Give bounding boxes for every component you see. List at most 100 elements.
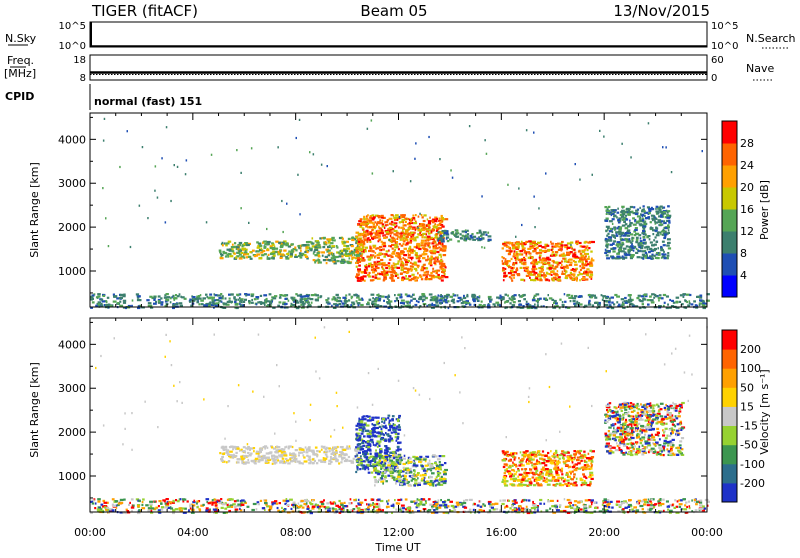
power-point: [290, 256, 293, 258]
power-colorbar-swatch: [722, 121, 737, 144]
power-point: [648, 210, 651, 212]
power-point: [589, 271, 591, 273]
power-point: [376, 234, 378, 236]
velocity-point: [367, 464, 370, 466]
velocity-point: [246, 455, 249, 457]
velocity-point: [370, 461, 372, 463]
power-point: [285, 244, 289, 246]
velocity-point: [420, 474, 422, 476]
power-point: [561, 267, 563, 269]
freq-panel-frame: [90, 55, 707, 80]
power-point: [369, 217, 371, 219]
power-point: [464, 302, 467, 304]
velocity-point: [413, 464, 417, 466]
velocity-point: [374, 476, 377, 478]
velocity-point: [542, 450, 544, 452]
power-point: [392, 248, 394, 250]
power-point: [516, 243, 520, 245]
power-point: [484, 247, 486, 249]
velocity-point: [292, 452, 295, 454]
power-point: [555, 266, 558, 268]
power-point: [610, 248, 613, 250]
power-point: [419, 296, 422, 298]
power-point: [220, 257, 224, 259]
power-point: [466, 295, 468, 297]
power-point: [552, 265, 554, 267]
power-point: [511, 299, 513, 301]
power-point: [202, 297, 206, 299]
power-point: [611, 302, 614, 304]
power-point: [549, 273, 551, 275]
power-point: [316, 242, 320, 244]
power-point: [663, 253, 667, 255]
velocity-point: [409, 458, 412, 460]
power-point: [555, 251, 558, 253]
power-point: [526, 301, 528, 303]
power-point: [370, 257, 373, 259]
power-point: [557, 270, 559, 272]
power-point: [388, 250, 390, 252]
power-point: [620, 235, 622, 237]
power-point: [570, 244, 572, 246]
power-point: [417, 266, 419, 268]
velocity-point: [591, 474, 593, 476]
power-point: [588, 294, 591, 296]
velocity-point: [568, 476, 571, 478]
power-point: [243, 253, 247, 255]
power-point: [243, 301, 245, 303]
velocity-point: [535, 472, 537, 474]
power-point: [518, 187, 520, 189]
power-point: [414, 280, 416, 282]
power-point: [201, 303, 204, 305]
power-point: [650, 227, 654, 229]
power-point: [365, 266, 368, 268]
power-point: [413, 222, 417, 224]
power-point: [695, 304, 698, 306]
power-point: [572, 278, 574, 280]
power-point: [652, 219, 654, 221]
velocity-point: [515, 465, 517, 467]
power-point: [508, 272, 512, 274]
power-point: [621, 298, 625, 300]
velocity-point: [444, 480, 447, 482]
power-point: [631, 211, 633, 213]
velocity-point: [403, 483, 406, 485]
power-point: [208, 297, 211, 299]
power-point: [416, 277, 419, 279]
power-point: [488, 298, 491, 300]
velocity-point: [356, 439, 360, 441]
power-point: [518, 300, 521, 302]
power-point: [481, 233, 485, 235]
power-point: [278, 242, 281, 244]
velocity-point: [389, 426, 392, 428]
velocity-data: [90, 326, 710, 514]
power-point: [590, 251, 592, 253]
velocity-point: [512, 462, 514, 464]
power-point: [288, 300, 290, 302]
power-point: [667, 255, 670, 257]
power-point: [671, 171, 673, 173]
freq-left-tick-bottom: 8: [80, 73, 86, 84]
power-point: [405, 293, 408, 295]
power-point: [323, 237, 325, 239]
power-point: [401, 267, 403, 269]
power-point: [503, 279, 505, 281]
power-point: [256, 303, 258, 305]
power-point: [602, 295, 606, 297]
velocity-point: [358, 427, 362, 429]
power-point: [409, 246, 411, 248]
power-point: [577, 274, 579, 276]
power-point: [621, 216, 624, 218]
power-point: [394, 226, 396, 228]
velocity-point: [397, 418, 399, 420]
power-point: [479, 230, 482, 232]
power-point: [389, 259, 392, 261]
power-point: [428, 220, 431, 222]
power-point: [599, 130, 601, 132]
power-point: [611, 297, 615, 299]
power-point: [442, 226, 445, 228]
power-point: [372, 238, 374, 240]
power-point: [397, 274, 399, 276]
velocity-point: [403, 463, 407, 465]
